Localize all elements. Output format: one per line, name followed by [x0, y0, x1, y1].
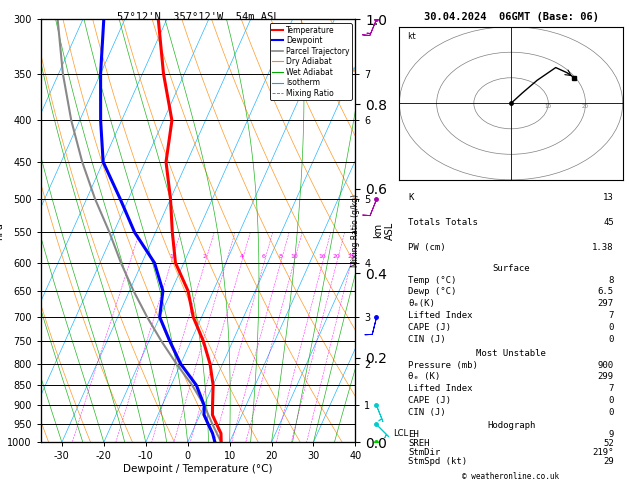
Y-axis label: km
ASL: km ASL [374, 222, 395, 240]
Text: 2: 2 [203, 254, 207, 259]
Text: 6.5: 6.5 [598, 287, 614, 296]
Text: 20: 20 [582, 104, 589, 109]
Legend: Temperature, Dewpoint, Parcel Trajectory, Dry Adiabat, Wet Adiabat, Isotherm, Mi: Temperature, Dewpoint, Parcel Trajectory… [270, 23, 352, 100]
Text: PW (cm): PW (cm) [408, 243, 446, 252]
Text: 30.04.2024  06GMT (Base: 06): 30.04.2024 06GMT (Base: 06) [423, 12, 599, 22]
Text: Mixing Ratio (g/kg): Mixing Ratio (g/kg) [351, 194, 360, 267]
Text: 1.38: 1.38 [593, 243, 614, 252]
Text: 57°12'N  357°12'W  54m ASL: 57°12'N 357°12'W 54m ASL [117, 12, 279, 22]
Text: θₑ (K): θₑ (K) [408, 372, 440, 382]
Text: 0: 0 [608, 396, 614, 405]
Y-axis label: hPa: hPa [0, 222, 4, 240]
Text: 900: 900 [598, 361, 614, 370]
Text: 29: 29 [603, 457, 614, 467]
Text: 7: 7 [608, 384, 614, 393]
Text: CIN (J): CIN (J) [408, 408, 446, 417]
Text: 6: 6 [262, 254, 266, 259]
Text: © weatheronline.co.uk: © weatheronline.co.uk [462, 472, 560, 481]
Text: 1: 1 [169, 254, 173, 259]
Text: kt: kt [407, 32, 416, 41]
Text: 299: 299 [598, 372, 614, 382]
Text: Most Unstable: Most Unstable [476, 349, 546, 358]
Text: 4: 4 [240, 254, 243, 259]
Text: Dewp (°C): Dewp (°C) [408, 287, 457, 296]
Text: CAPE (J): CAPE (J) [408, 323, 452, 332]
Text: Pressure (mb): Pressure (mb) [408, 361, 478, 370]
Text: K: K [408, 193, 414, 202]
Text: θₑ(K): θₑ(K) [408, 299, 435, 308]
Text: 7: 7 [608, 311, 614, 320]
Text: 13: 13 [603, 193, 614, 202]
Text: 16: 16 [319, 254, 326, 259]
Text: 0: 0 [608, 335, 614, 344]
Text: Hodograph: Hodograph [487, 420, 535, 430]
Text: CIN (J): CIN (J) [408, 335, 446, 344]
Text: Surface: Surface [493, 264, 530, 273]
Text: 9: 9 [608, 430, 614, 439]
Text: StmSpd (kt): StmSpd (kt) [408, 457, 467, 467]
Text: LCL: LCL [393, 429, 408, 438]
Text: 52: 52 [603, 439, 614, 448]
Text: SREH: SREH [408, 439, 430, 448]
Text: Totals Totals: Totals Totals [408, 218, 478, 227]
Text: CAPE (J): CAPE (J) [408, 396, 452, 405]
Text: 10: 10 [290, 254, 298, 259]
Text: StmDir: StmDir [408, 448, 440, 457]
Text: Temp (°C): Temp (°C) [408, 276, 457, 285]
Text: 219°: 219° [593, 448, 614, 457]
Text: EH: EH [408, 430, 419, 439]
Text: 8: 8 [279, 254, 282, 259]
Text: Lifted Index: Lifted Index [408, 384, 473, 393]
Text: 0: 0 [608, 323, 614, 332]
Text: 45: 45 [603, 218, 614, 227]
Text: Lifted Index: Lifted Index [408, 311, 473, 320]
Text: 297: 297 [598, 299, 614, 308]
Text: 0: 0 [608, 408, 614, 417]
Text: 8: 8 [608, 276, 614, 285]
Text: 20: 20 [333, 254, 341, 259]
Text: 25: 25 [347, 254, 355, 259]
Text: 10: 10 [545, 104, 552, 109]
X-axis label: Dewpoint / Temperature (°C): Dewpoint / Temperature (°C) [123, 464, 273, 474]
